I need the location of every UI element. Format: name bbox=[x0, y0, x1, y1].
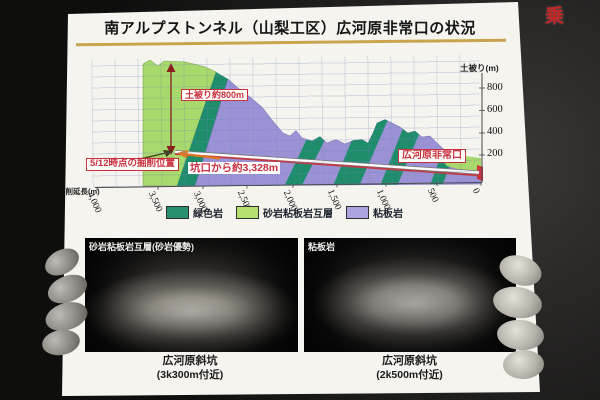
title-underline bbox=[75, 38, 507, 46]
photo-caption-right: 広河原斜坑 (2k500m付近) bbox=[376, 355, 443, 381]
x-tick: 500 bbox=[424, 187, 440, 205]
photo-label: 粘板岩 bbox=[308, 242, 336, 252]
overburden-arrow bbox=[166, 63, 176, 155]
legend-swatch-slate bbox=[346, 206, 369, 219]
page-title: 南アルプストンネル（山梨工区）広河原非常口の状況 bbox=[104, 20, 476, 37]
y-tick-marks bbox=[479, 87, 485, 156]
y-tick: 400 bbox=[487, 126, 503, 137]
legend-item-sandstone-slate: 砂岩粘板岩互層 bbox=[236, 205, 333, 220]
photo-label: 砂岩粘板岩互層(砂岩優勢) bbox=[89, 242, 194, 252]
tunnel-photo-left: 砂岩粘板岩互層(砂岩優勢) bbox=[85, 238, 298, 352]
tunnel-photo-right: 粘板岩 bbox=[304, 238, 516, 352]
y-tick: 600 bbox=[487, 104, 503, 115]
x-axis-label: 掘削延長(m) bbox=[58, 187, 100, 196]
annotation-portal-distance: 坑口から約3,328m bbox=[188, 162, 281, 175]
annotation-excavation-position: 5/12時点の掘削位置 bbox=[86, 158, 179, 171]
x-tick: 4,000 bbox=[84, 191, 103, 215]
distance-arrow bbox=[177, 150, 221, 160]
legend-item-greenrock: 緑色岩 bbox=[166, 205, 223, 220]
legend-swatch-greenrock bbox=[166, 206, 189, 219]
annotation-overburden: 土被り約800m bbox=[181, 89, 249, 102]
watermark-text: 乗 bbox=[545, 6, 565, 27]
annotation-portal-name: 広河原非常口 bbox=[398, 149, 466, 163]
y-tick: 200 bbox=[487, 148, 503, 159]
x-tick: 3,500 bbox=[145, 190, 164, 214]
portal-marker bbox=[477, 165, 483, 181]
legend-item-slate: 粘板岩 bbox=[346, 205, 403, 220]
y-axis-label: 土被り(m) bbox=[460, 63, 499, 73]
x-tick: 0 bbox=[469, 187, 481, 196]
legend-swatch-sandstone-slate bbox=[236, 206, 259, 219]
y-tick: 800 bbox=[487, 82, 503, 93]
photo-caption-left: 広河原斜坑 (3k300m付近) bbox=[156, 355, 224, 381]
